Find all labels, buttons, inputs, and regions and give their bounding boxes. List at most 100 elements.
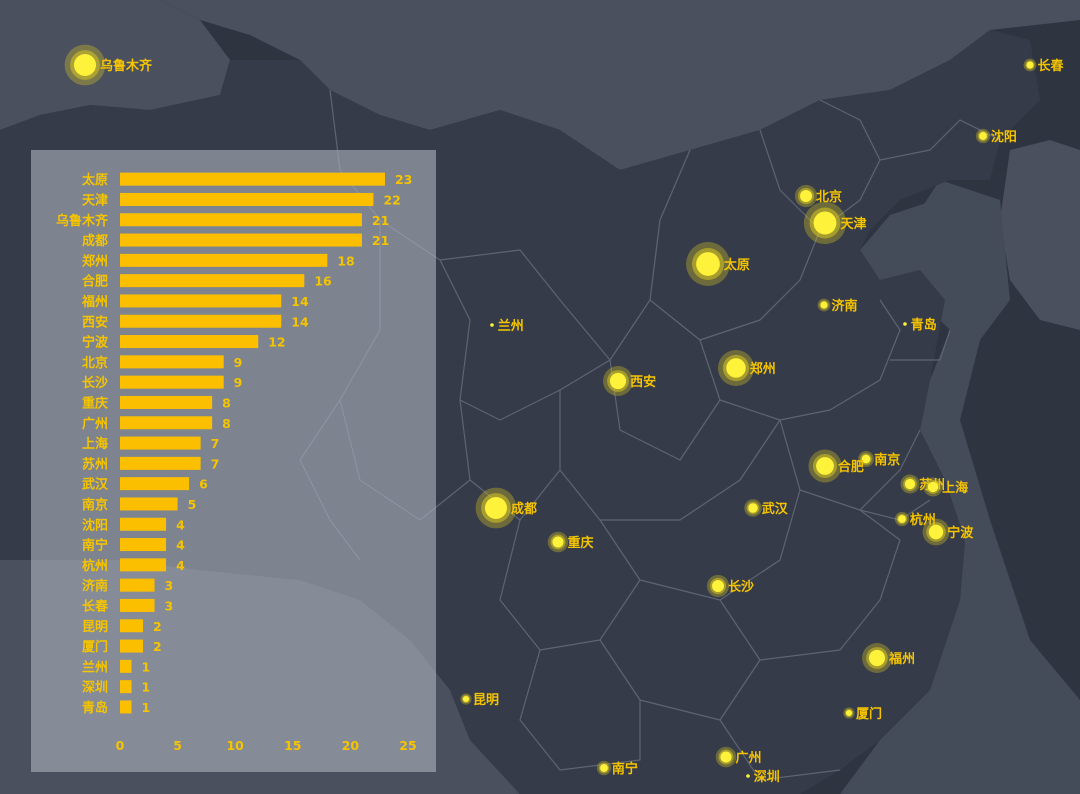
city-marker-11[interactable]: 南京 (858, 451, 900, 468)
city-marker-dot (73, 53, 97, 77)
bar-13[interactable] (120, 436, 201, 450)
bar-9[interactable] (120, 355, 224, 369)
bar-16[interactable] (120, 497, 178, 511)
city-marker-21[interactable]: 福州 (862, 643, 915, 673)
bar-value-label: 4 (176, 558, 185, 573)
city-marker-23[interactable]: 厦门 (843, 706, 882, 722)
bar-value-label: 7 (211, 436, 220, 451)
city-marker-7[interactable]: 青岛 (903, 317, 937, 333)
city-marker-0[interactable]: 乌鲁木齐 (64, 44, 153, 86)
city-label: 乌鲁木齐 (100, 58, 153, 74)
bar-category-label: 济南 (82, 578, 108, 594)
bar-value-label: 6 (199, 477, 208, 492)
city-marker-1[interactable]: 长春 (1023, 58, 1065, 74)
city-marker-dot (903, 322, 907, 326)
city-marker-15[interactable]: 成都 (475, 487, 537, 529)
city-label: 深圳 (754, 769, 780, 785)
city-label: 合肥 (838, 459, 864, 475)
city-marker-dot (845, 709, 853, 717)
bar-value-label: 1 (142, 700, 151, 715)
bar-value-label: 9 (234, 355, 243, 370)
bar-8[interactable] (120, 335, 259, 349)
city-marker-14[interactable]: 上海 (923, 477, 968, 497)
bar-7[interactable] (120, 314, 282, 328)
city-marker-12[interactable]: 合肥 (808, 449, 864, 483)
bar-4[interactable] (120, 253, 328, 267)
city-marker-2[interactable]: 沈阳 (975, 128, 1017, 145)
bar-11[interactable] (120, 395, 213, 409)
bar-24[interactable] (120, 659, 132, 673)
bar-0[interactable] (120, 172, 385, 186)
bar-21[interactable] (120, 598, 155, 612)
city-marker-dot (600, 764, 608, 772)
city-marker-dot (746, 774, 750, 778)
bar-value-label: 2 (153, 619, 162, 634)
bar-26[interactable] (120, 700, 132, 714)
city-marker-dot (928, 524, 944, 540)
city-marker-4[interactable]: 天津 (803, 201, 867, 245)
bar-value-label: 18 (337, 253, 354, 268)
bar-value-label: 3 (165, 578, 174, 593)
bar-20[interactable] (120, 578, 155, 592)
bar-category-label: 杭州 (82, 558, 108, 574)
city-marker-10[interactable]: 郑州 (717, 349, 776, 387)
x-tick-label: 5 (173, 738, 182, 753)
city-marker-dot (712, 580, 724, 592)
city-marker-22[interactable]: 昆明 (460, 692, 499, 708)
city-marker-3[interactable]: 北京 (794, 184, 842, 208)
ranking-bar-chart-panel: 太原 23 天津 22 乌鲁木齐 21 成都 21 郑州 18 合肥 16 福州 14 西安 14 宁波 12 北京… (31, 150, 436, 772)
bar-category-label: 乌鲁木齐 (56, 213, 109, 229)
bar-1[interactable] (120, 192, 374, 206)
bar-15[interactable] (120, 477, 190, 491)
city-marker-5[interactable]: 太原 (686, 242, 750, 286)
bar-category-label: 沈阳 (82, 517, 108, 533)
bar-19[interactable] (120, 558, 167, 572)
city-marker-17[interactable]: 杭州 (894, 511, 936, 528)
bar-3[interactable] (120, 233, 362, 247)
bar-2[interactable] (120, 213, 362, 227)
bar-category-label: 长沙 (82, 375, 108, 391)
city-label: 昆明 (473, 692, 499, 708)
bar-value-label: 3 (165, 598, 174, 613)
bar-18[interactable] (120, 538, 167, 552)
city-marker-20[interactable]: 长沙 (706, 574, 754, 598)
bar-category-label: 上海 (82, 436, 108, 452)
bar-category-label: 西安 (82, 314, 108, 330)
city-marker-dot (904, 478, 916, 490)
bar-category-label: 太原 (81, 172, 108, 188)
bar-25[interactable] (120, 680, 132, 694)
x-tick-label: 10 (226, 738, 244, 753)
bar-12[interactable] (120, 416, 213, 430)
bar-category-label: 重庆 (82, 395, 108, 411)
bar-category-label: 深圳 (82, 680, 108, 696)
city-label: 厦门 (856, 706, 882, 722)
city-marker-18[interactable]: 宁波 (922, 518, 975, 546)
bar-14[interactable] (120, 456, 201, 470)
bar-22[interactable] (120, 619, 144, 633)
city-marker-19[interactable]: 重庆 (547, 531, 594, 553)
city-marker-16[interactable]: 武汉 (744, 499, 789, 517)
bar-10[interactable] (120, 375, 224, 389)
city-marker-9[interactable]: 西安 (603, 366, 656, 396)
bar-23[interactable] (120, 639, 144, 653)
city-marker-dot (861, 454, 871, 464)
city-marker-24[interactable]: 广州 (715, 746, 762, 768)
city-marker-8[interactable]: 兰州 (490, 318, 524, 334)
city-label: 宁波 (947, 525, 974, 541)
bar-5[interactable] (120, 274, 305, 288)
city-marker-dot (800, 190, 812, 202)
city-marker-25[interactable]: 南宁 (596, 760, 638, 777)
bar-17[interactable] (120, 517, 167, 531)
city-label: 南京 (874, 452, 900, 468)
bar-category-label: 北京 (82, 355, 108, 371)
city-marker-6[interactable]: 济南 (817, 298, 858, 314)
city-marker-dot (720, 751, 732, 763)
bar-6[interactable] (120, 294, 282, 308)
city-label: 青岛 (911, 317, 937, 333)
city-marker-dot (813, 211, 837, 235)
bar-category-label: 福州 (81, 294, 108, 310)
bar-category-label: 宁波 (82, 335, 109, 351)
city-label: 太原 (723, 257, 750, 273)
city-marker-26[interactable]: 深圳 (746, 769, 780, 785)
